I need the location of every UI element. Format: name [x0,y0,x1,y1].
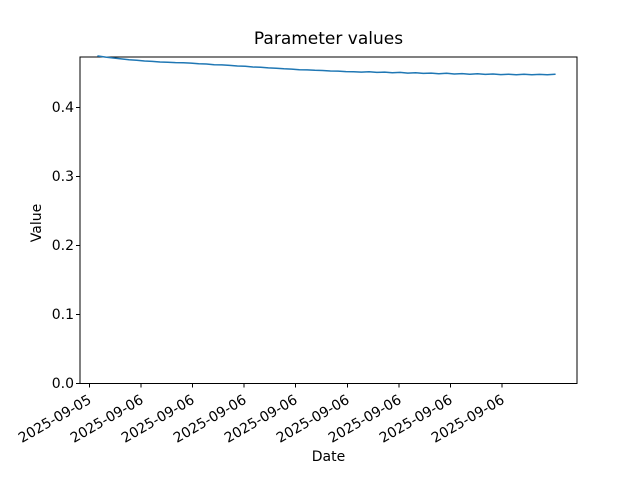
chart-title: Parameter values [253,29,404,49]
parameter-value-line [97,55,556,76]
y-tick-label: 0.2 [51,237,74,254]
y-tick-label: 0.1 [51,306,74,323]
x-axis-label: Date [311,449,346,465]
y-tick-label: 0.0 [51,375,74,392]
axes-spines [79,56,578,384]
y-tick-label: 0.3 [51,168,74,185]
y-tick-label: 0.4 [51,99,74,116]
